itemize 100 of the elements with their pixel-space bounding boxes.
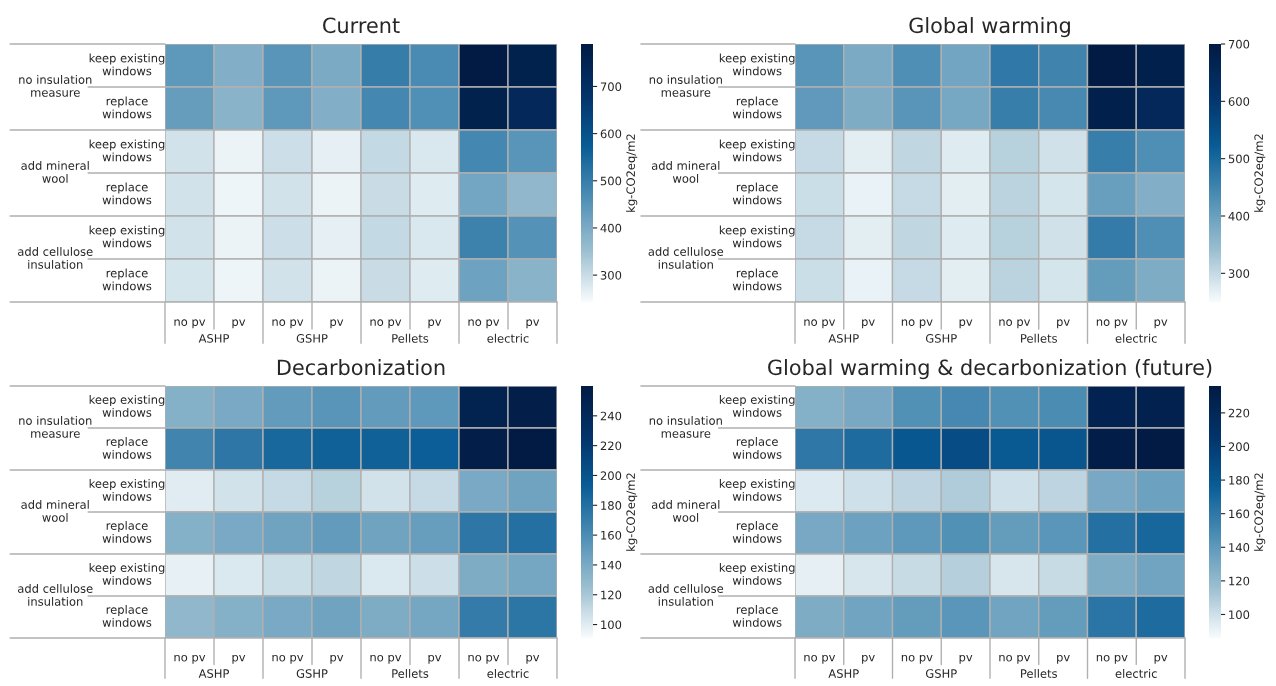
y2-tick-label: no insulation measure (649, 415, 722, 438)
color-bar-title: kg-CO2eq/m2 (626, 134, 638, 212)
x-tick-label: pv (526, 654, 540, 664)
x-tick-label: no pv (999, 319, 1031, 329)
color-bar-label: 100 (1229, 610, 1250, 620)
y-tick-label: replace windows (102, 436, 152, 459)
color-bar-label: 400 (1228, 211, 1250, 221)
text: Pellets (392, 668, 429, 678)
y-tick-label: replace windows (102, 96, 152, 119)
y-tick-label: keep existing windows (719, 394, 795, 417)
y-tick-label: replace windows (732, 604, 782, 627)
x-tick-label: no pv (174, 319, 206, 329)
x-tick-label: no pv (901, 654, 933, 664)
x-tick-label: pv (232, 319, 246, 329)
x-tick-label: pv (232, 654, 246, 664)
y-tick-label: keep existing windows (89, 225, 165, 248)
y2-tick-label: add mineral wool (651, 160, 720, 183)
y-tick-label: keep existing windows (719, 53, 795, 76)
y-tick-label: replace windows (102, 268, 152, 291)
y2-tick-label: no insulation measure (649, 74, 722, 97)
x-tick-label: pv (526, 319, 540, 329)
text: ASHP (828, 669, 859, 678)
chart-title: Global warming (909, 17, 1070, 38)
x-tick-label: no pv (370, 654, 402, 664)
y-tick-label: replace windows (732, 520, 782, 543)
y2-tick-label: add cellulose insulation (18, 583, 93, 606)
color-bar-label: 700 (1228, 39, 1250, 49)
x-tick-label: pv (1154, 319, 1168, 329)
y-tick-label: keep existing windows (89, 478, 165, 501)
y2-tick-label: add cellulose insulation (18, 246, 93, 269)
y-tick-label: replace windows (732, 268, 782, 291)
text: electric (1115, 668, 1157, 678)
color-bar-label: 240 (600, 411, 622, 421)
y-tick-label: replace windows (732, 436, 782, 459)
x-tick-label: pv (428, 319, 442, 329)
text: GSHP (296, 334, 328, 343)
y2-tick-label: add mineral wool (21, 160, 89, 183)
color-bar-label: 140 (1229, 543, 1250, 552)
chart-title: Decarbonization (277, 359, 445, 376)
y2-tick-label: add mineral wool (651, 499, 720, 522)
color-bar-label: 140 (601, 560, 622, 570)
y-tick-label: keep existing windows (89, 562, 165, 585)
y-tick-label: keep existing windows (719, 225, 795, 248)
y-tick-label: keep existing windows (719, 139, 795, 162)
color-bar-label: 200 (1228, 442, 1250, 452)
x-tick-label: pv (862, 319, 875, 329)
x-tick-label: no pv (1096, 654, 1128, 664)
x-tick-label: no pv (901, 319, 933, 329)
text: Pellets (1021, 668, 1058, 678)
text: ASHP (828, 334, 859, 343)
color-bar-label: 600 (1228, 97, 1250, 106)
x-tick-label: no pv (272, 319, 304, 329)
x-tick-label: pv (959, 319, 973, 329)
y-tick-label: keep existing windows (719, 478, 795, 501)
x-tick-label: no pv (174, 654, 206, 664)
x-tick-label: pv (1057, 654, 1070, 664)
x-tick-label: no pv (804, 319, 836, 329)
y2-tick-label: no insulation measure (19, 74, 92, 97)
color-bar-label: 160 (1229, 509, 1250, 519)
x-tick-label: no pv (272, 654, 304, 664)
y-tick-label: replace windows (102, 604, 152, 627)
text: electric (1115, 333, 1157, 343)
y-tick-label: replace windows (102, 520, 152, 543)
y2-tick-label: add cellulose insulation (648, 246, 724, 269)
text: Pellets (392, 333, 429, 343)
text: ASHP (198, 669, 230, 678)
color-bar-label: 500 (1228, 154, 1250, 164)
x-tick-label: no pv (804, 654, 836, 664)
y-tick-label: keep existing windows (89, 394, 165, 417)
x-tick-label: no pv (370, 319, 402, 329)
text: GSHP (925, 334, 957, 343)
color-bar-label: 700 (600, 82, 622, 91)
color-bar-label: 180 (1229, 475, 1250, 485)
color-bar-label: 220 (1228, 408, 1250, 418)
text: electric (487, 668, 529, 678)
y-tick-label: replace windows (102, 182, 152, 205)
color-bar-label: 160 (601, 530, 622, 540)
color-bar-label: 180 (601, 501, 622, 510)
color-bar-label: 220 (600, 441, 622, 451)
color-bar-label: 100 (601, 620, 622, 630)
x-tick-label: pv (959, 654, 973, 664)
chart-title: Global warming & decarbonization (future) (768, 359, 1212, 380)
y2-tick-label: no insulation measure (19, 415, 92, 438)
color-bar-label: 400 (600, 223, 622, 233)
x-tick-label: pv (428, 654, 442, 664)
text: electric (487, 333, 529, 343)
x-tick-label: pv (330, 654, 344, 664)
y2-tick-label: add mineral wool (21, 499, 89, 522)
color-bar-label: 120 (1229, 576, 1250, 586)
x-tick-label: pv (1154, 654, 1168, 664)
color-bar-label: 600 (600, 129, 622, 139)
color-bar-title: kg-CO2eq/m2 (626, 473, 638, 551)
text: ASHP (198, 334, 230, 343)
color-bar-label: 120 (601, 590, 622, 600)
color-bar-title: kg-CO2eq/m2 (1254, 473, 1266, 551)
x-tick-label: no pv (1096, 319, 1128, 329)
text: GSHP (925, 669, 957, 678)
x-tick-label: pv (862, 654, 875, 664)
chart-title: Current (323, 17, 400, 34)
color-bar-label: 500 (600, 176, 622, 186)
